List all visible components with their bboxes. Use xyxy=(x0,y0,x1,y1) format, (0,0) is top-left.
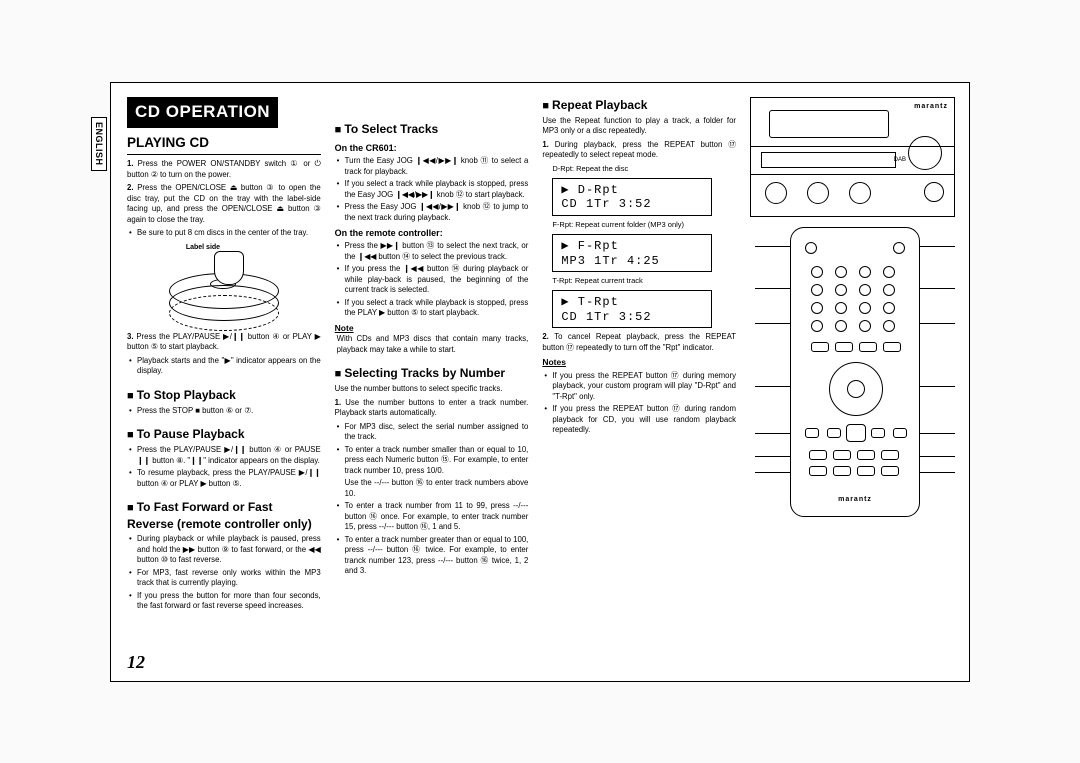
heading-on-remote: On the remote controller: xyxy=(335,227,529,239)
notes-heading: Notes xyxy=(542,357,736,368)
device-display xyxy=(769,110,889,138)
cr601-bullet-1: Turn the Easy JOG ❙◀◀/▶▶❙ knob ⑪ to sele… xyxy=(345,156,529,177)
remote-bullet-1: Press the ▶▶❙ button ⑬ to select the nex… xyxy=(345,241,529,262)
step-2-note: Be sure to put 8 cm discs in the center … xyxy=(137,228,321,239)
lcd-d-rpt: ▶ D-Rpt CD 1Tr 3:52 xyxy=(552,178,712,216)
device-disc-slot xyxy=(761,152,896,168)
heading-pause: To Pause Playback xyxy=(127,426,321,443)
column-4: marantz DAB xyxy=(750,97,955,671)
num-step-1: 1. Use the number buttons to enter a tra… xyxy=(335,398,529,419)
remote-brand: marantz xyxy=(791,495,919,504)
device-knob xyxy=(765,182,787,204)
d-rpt-label: D-Rpt: Repeat the disc xyxy=(552,164,736,174)
lcd-t-rpt: ▶ T-Rpt CD 1Tr 3:52 xyxy=(552,290,712,328)
lcd-line: ▶ T-Rpt xyxy=(561,295,703,309)
remote-bullet-3: If you select a track while playback is … xyxy=(345,298,529,319)
remote-illustration: marantz xyxy=(790,227,920,517)
num-bullet-2b: Use the --/--- button ⑯ to enter track n… xyxy=(345,478,529,499)
select-num-intro: Use the number buttons to select specifi… xyxy=(335,384,529,395)
note-heading: Note xyxy=(335,323,529,334)
f-rpt-label: F-Rpt: Repeat current folder (MP3 only) xyxy=(552,220,736,230)
device-knob xyxy=(807,182,829,204)
heading-ffrw: To Fast Forward or Fast Reverse (remote … xyxy=(127,499,321,532)
column-2: To Select Tracks On the CR601: Turn the … xyxy=(335,97,529,671)
ff-bullet-2: For MP3, fast reverse only works within … xyxy=(137,568,321,589)
note-text: With CDs and MP3 discs that contain many… xyxy=(337,334,529,355)
repeat-intro: Use the Repeat function to play a track,… xyxy=(542,116,736,137)
notes-bullet-1: If you press the REPEAT button ⑰ during … xyxy=(552,371,736,403)
lcd-line: CD 1Tr 3:52 xyxy=(561,197,703,211)
remote-play-button xyxy=(846,424,866,442)
remote-bullet-2: If you press the ❙◀◀ button ⑭ during pla… xyxy=(345,264,529,296)
remote-enter xyxy=(847,380,865,398)
heading-on-cr601: On the CR601: xyxy=(335,142,529,154)
page-number: 12 xyxy=(127,652,145,673)
heading-select-by-number: Selecting Tracks by Number xyxy=(335,365,529,382)
heading-repeat: Repeat Playback xyxy=(542,97,736,114)
step-3-note: Playback starts and the "▶" indicator ap… xyxy=(137,356,321,377)
disc-tray-figure: Label side xyxy=(164,243,284,328)
stop-bullet: Press the STOP ■ button ⑥ or ⑦. xyxy=(137,406,321,417)
column-3: Repeat Playback Use the Repeat function … xyxy=(542,97,736,671)
lcd-line: MP3 1Tr 4:25 xyxy=(561,254,703,268)
num-bullet-2: To enter a track number smaller than or … xyxy=(345,445,529,477)
ff-bullet-1: During playback or while playback is pau… xyxy=(137,534,321,566)
num-bullet-3: To enter a track number from 11 to 99, p… xyxy=(345,501,529,533)
heading-stop: To Stop Playback xyxy=(127,387,321,404)
lcd-line: ▶ F-Rpt xyxy=(561,239,703,253)
step-2: 2. Press the OPEN/CLOSE ⏏ button ③ to op… xyxy=(127,183,321,225)
language-tab: ENGLISH xyxy=(91,117,107,171)
step-3: 3. Press the PLAY/PAUSE ▶/❙❙ button ④ or… xyxy=(127,332,321,353)
label-side-text: Label side xyxy=(186,243,220,252)
dab-label: DAB xyxy=(894,156,906,164)
heading-select: To Select Tracks xyxy=(335,121,529,138)
cr601-bullet-3: Press the Easy JOG ❙◀◀/▶▶❙ knob ⑫ to jum… xyxy=(345,202,529,223)
lcd-line: ▶ D-Rpt xyxy=(561,183,703,197)
pause-bullet-2: To resume playback, press the PLAY/PAUSE… xyxy=(137,468,321,489)
column-1: CD OPERATION PLAYING CD 1. Press the POW… xyxy=(127,97,321,671)
remote-button xyxy=(805,242,817,254)
num-bullet-4: To enter a track number greater than or … xyxy=(345,535,529,577)
device-illustration: marantz DAB xyxy=(750,97,955,217)
page-title: CD OPERATION xyxy=(127,97,278,128)
t-rpt-label: T-Rpt: Repeat current track xyxy=(552,276,736,286)
repeat-step-1: 1. During playback, press the REPEAT but… xyxy=(542,140,736,161)
device-brand: marantz xyxy=(914,102,948,111)
lcd-f-rpt: ▶ F-Rpt MP3 1Tr 4:25 xyxy=(552,234,712,272)
lcd-line: CD 1Tr 3:52 xyxy=(561,310,703,324)
device-knob xyxy=(849,182,871,204)
repeat-step-2: 2. To cancel Repeat playback, press the … xyxy=(542,332,736,353)
device-jog-knob xyxy=(908,136,942,170)
manual-page: CD OPERATION PLAYING CD 1. Press the POW… xyxy=(110,82,970,682)
cr601-bullet-2: If you select a track while playback is … xyxy=(345,179,529,200)
device-knob xyxy=(924,182,944,202)
notes-bullet-2: If you press the REPEAT button ⑰ during … xyxy=(552,404,736,436)
remote-button xyxy=(893,242,905,254)
num-bullet-1: For MP3 disc, select the serial number a… xyxy=(345,422,529,443)
step-1: 1. Press the POWER ON/STANDBY switch ① o… xyxy=(127,159,321,180)
ff-bullet-3: If you press the button for more than fo… xyxy=(137,591,321,612)
subtitle-playing: PLAYING CD xyxy=(127,134,321,152)
pause-bullet-1: Press the PLAY/PAUSE ▶/❙❙ button ④ or PA… xyxy=(137,445,321,466)
